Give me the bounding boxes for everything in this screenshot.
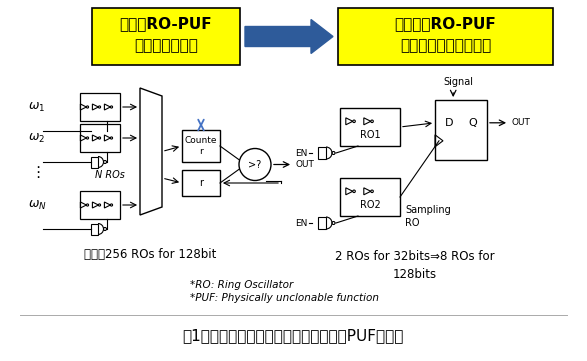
Text: 従来のRO-PUF
周波数差を利用: 従来のRO-PUF 周波数差を利用 [120, 16, 212, 53]
FancyBboxPatch shape [435, 100, 487, 160]
Text: RO2: RO2 [360, 200, 380, 210]
FancyBboxPatch shape [182, 170, 220, 196]
Text: 2 ROs for 32bits⇒8 ROs for
128bits: 2 ROs for 32bits⇒8 ROs for 128bits [335, 250, 495, 281]
FancyBboxPatch shape [340, 108, 400, 146]
Text: Q: Q [468, 118, 477, 128]
Text: OUT: OUT [295, 160, 314, 169]
FancyBboxPatch shape [338, 8, 553, 65]
Text: Sampling
RO: Sampling RO [405, 205, 451, 228]
FancyBboxPatch shape [80, 93, 120, 121]
Text: OUT: OUT [511, 118, 530, 127]
FancyBboxPatch shape [340, 178, 400, 216]
FancyBboxPatch shape [92, 8, 240, 65]
FancyBboxPatch shape [80, 191, 120, 219]
Text: Signal: Signal [443, 77, 473, 87]
FancyBboxPatch shape [80, 124, 120, 152]
Text: r: r [199, 178, 203, 188]
Text: $\omega_1$: $\omega_1$ [28, 100, 45, 114]
Text: EN: EN [296, 218, 308, 227]
Text: 図1：従来型と開発したリング発振器型PUFの比較: 図1：従来型と開発したリング発振器型PUFの比較 [183, 329, 404, 344]
Text: D: D [446, 118, 454, 128]
Text: N ROs: N ROs [95, 170, 125, 180]
Text: Counte
r: Counte r [185, 136, 217, 156]
Text: RO1: RO1 [360, 130, 380, 140]
Text: EN: EN [296, 148, 308, 157]
Text: ⋮: ⋮ [31, 165, 46, 179]
Text: *PUF: Physically unclonable function: *PUF: Physically unclonable function [190, 293, 379, 303]
FancyBboxPatch shape [182, 130, 220, 162]
Text: 例えば256 ROs for 128bit: 例えば256 ROs for 128bit [84, 248, 216, 261]
Text: *RO: Ring Oscillator: *RO: Ring Oscillator [190, 280, 294, 290]
Text: 開発したRO-PUF
スタート時の波形利用: 開発したRO-PUF スタート時の波形利用 [394, 16, 497, 53]
Text: >?: >? [248, 160, 262, 170]
Text: $\omega_2$: $\omega_2$ [28, 131, 45, 144]
FancyArrow shape [245, 19, 333, 53]
Text: $\omega_N$: $\omega_N$ [28, 199, 47, 212]
